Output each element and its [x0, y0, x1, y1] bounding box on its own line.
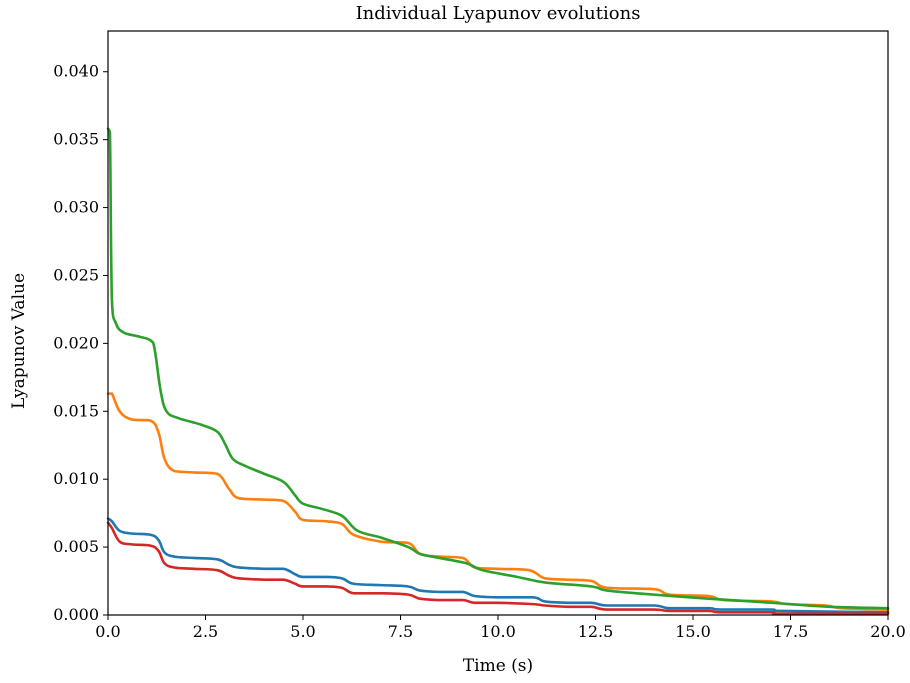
y-tick-label: 0.015	[53, 401, 99, 420]
x-axis-label: Time (s)	[463, 656, 533, 676]
x-tick-label: 10.0	[480, 622, 516, 641]
x-tick-label: 2.5	[193, 622, 218, 641]
y-tick-label: 0.000	[53, 605, 99, 624]
x-tick-label: 20.0	[870, 622, 906, 641]
x-tick-label: 15.0	[675, 622, 711, 641]
plot-frame	[107, 30, 889, 616]
y-tick-label: 0.030	[53, 198, 99, 217]
series-line-4	[106, 521, 890, 615]
x-tick-label: 12.5	[578, 622, 614, 641]
y-axis-label: Lyapunov Value	[9, 273, 29, 409]
y-tick-label: 0.010	[53, 469, 99, 488]
x-tick-label: 0.0	[95, 622, 120, 641]
y-tick-label: 0.035	[53, 130, 99, 149]
series-line-3	[106, 127, 890, 610]
x-axis: 0.0 2.5 5.0 7.5 10.0 12.5 15.0 17.5 20.0	[95, 615, 906, 641]
x-tick-label: 7.5	[388, 622, 413, 641]
y-tick-label: 0.025	[53, 265, 99, 284]
chart-title: Individual Lyapunov evolutions	[356, 3, 641, 24]
y-tick-label: 0.005	[53, 537, 99, 556]
y-tick-label: 0.040	[53, 62, 99, 81]
series-line-2	[106, 392, 890, 611]
series-line-1	[106, 517, 890, 614]
x-tick-label: 17.5	[773, 622, 809, 641]
x-tick-label: 5.0	[290, 622, 315, 641]
series-layer	[106, 127, 890, 615]
y-axis: 0.000 0.005 0.010 0.015 0.020 0.025 0.030 0.035…	[53, 62, 108, 624]
y-tick-label: 0.020	[53, 333, 99, 352]
